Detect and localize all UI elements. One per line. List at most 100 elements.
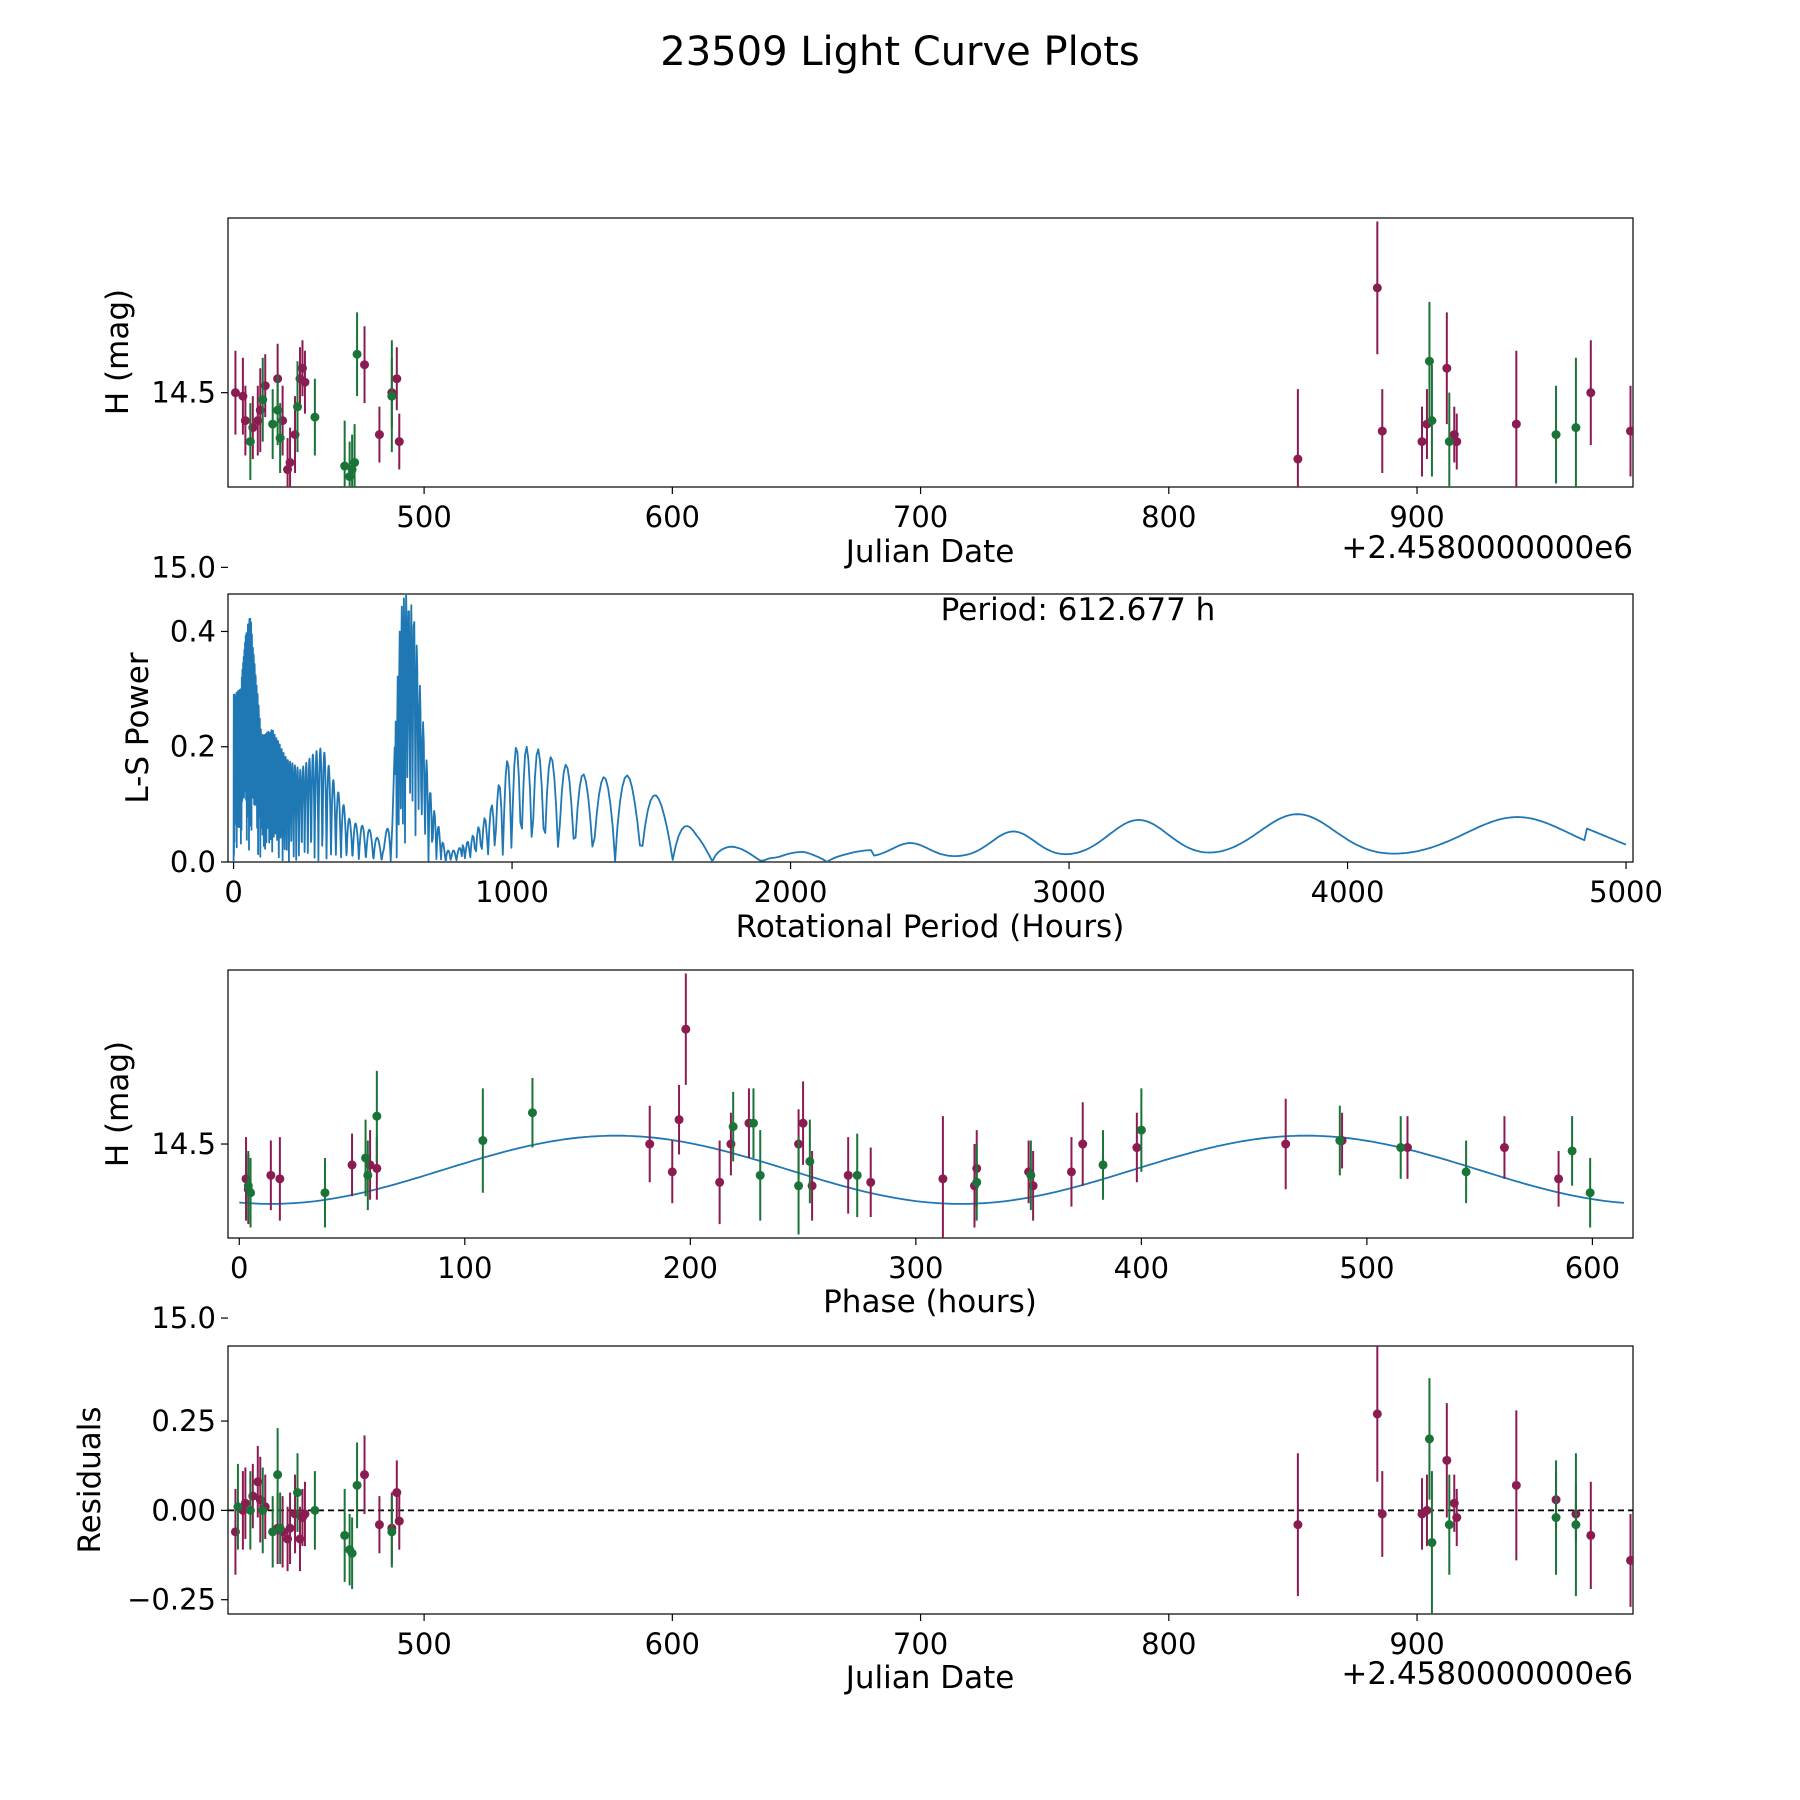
residuals-point-green [1427, 1538, 1437, 1548]
phase_plot-point-red [1066, 1167, 1076, 1177]
residuals-point-green [268, 1527, 278, 1537]
light_curve-point-green [350, 458, 360, 468]
phase_plot-point-red [674, 1115, 684, 1125]
light-curve-offset-label: +2.4580000000e6 [1341, 530, 1633, 566]
light_curve-point-red [285, 458, 295, 468]
residuals-point-green [233, 1502, 243, 1512]
light_curve-point-red [394, 437, 404, 447]
residuals-point-green [245, 1505, 255, 1515]
light_curve-point-red [230, 388, 240, 398]
phase_plot-point-green [794, 1181, 804, 1191]
residuals-xtick-label: 600 [645, 1627, 700, 1661]
residuals-point-red [1626, 1555, 1633, 1565]
residuals-ytick-label: 0.25 [151, 1404, 216, 1438]
light_curve-point-green [1424, 356, 1434, 366]
residuals-ytick-label: 0.00 [151, 1493, 216, 1527]
phase_plot-point-green [1461, 1167, 1471, 1177]
phase_plot-point-red [275, 1174, 285, 1184]
phase_plot-point-green [1098, 1160, 1108, 1170]
residuals-point-red [1422, 1505, 1432, 1515]
phase-plot-xlabel: Phase (hours) [823, 1284, 1037, 1320]
periodogram-ylabel: L-S Power [120, 652, 156, 803]
phase_plot-point-red [866, 1177, 876, 1187]
residuals-ytick-label: −0.25 [127, 1583, 216, 1617]
light_curve-xtick-label: 600 [645, 500, 700, 534]
phase_plot-point-red [1078, 1139, 1088, 1149]
periodogram-xtick-label: 1000 [475, 875, 549, 909]
phase_plot-point-green [748, 1118, 758, 1128]
residuals-point-green [1571, 1520, 1581, 1530]
residuals-point-green [273, 1470, 283, 1480]
residuals-point-red [240, 1498, 250, 1508]
periodogram-xtick-label: 5000 [1589, 875, 1663, 909]
panel-periodogram: L-S Power Rotational Period (Hours) Peri… [120, 592, 1215, 945]
phase_plot-point-red [681, 1024, 691, 1034]
phase_plot-point-red [1554, 1174, 1564, 1184]
axes-phase_plot: 0 100 200 300 400 500 600 14.5 15.0 [151, 969, 1634, 1335]
light_curve-point-red [1511, 419, 1521, 429]
residuals-frame [227, 1345, 1634, 1615]
residuals-point-red [374, 1520, 384, 1530]
light_curve-xtick-label: 900 [1389, 500, 1444, 534]
residuals-xlabel: Julian Date [844, 1660, 1015, 1696]
phase-plot-ylabel: H (mag) [100, 1041, 136, 1167]
residuals-point-green [1551, 1513, 1561, 1523]
residuals-point-green [352, 1480, 362, 1490]
residuals-point-red [300, 1509, 310, 1519]
phase_plot-point-red [1281, 1139, 1291, 1149]
phase_plot-point-green [972, 1177, 982, 1187]
light_curve-point-red [240, 416, 250, 426]
axes-residuals: 500 600 700 800 900 −0.25 0.00 0.25 [127, 1345, 1634, 1661]
light_curve-point-red [1626, 426, 1633, 436]
phase_plot-point-green [728, 1122, 738, 1132]
periodogram-power-line [232, 594, 1627, 862]
residuals-point-red [1452, 1513, 1462, 1523]
phase_plot-ytick-label: 14.5 [151, 1127, 216, 1161]
light_curve-point-green [245, 437, 255, 447]
phase_plot-point-red [843, 1170, 853, 1180]
phase_plot-xtick-label: 600 [1565, 1251, 1620, 1285]
phase_plot-point-red [938, 1174, 948, 1184]
residuals-point-red [1586, 1530, 1596, 1540]
light_curve-point-red [1442, 363, 1452, 373]
periodogram-ytick-label: 0.0 [170, 845, 216, 879]
periodogram-frame [227, 593, 1634, 863]
phase_plot-point-red [715, 1177, 725, 1187]
axes-light_curve: 500 600 700 800 900 14.5 15.0 [151, 217, 1634, 584]
periodogram-xtick-label: 2000 [754, 875, 828, 909]
figure-title: 23509 Light Curve Plots [660, 29, 1139, 75]
light_curve-point-green [293, 402, 303, 412]
periodogram-ytick-label: 0.4 [170, 614, 216, 648]
phase_plot-point-red [798, 1118, 808, 1128]
light_curve-xtick-label: 800 [1141, 500, 1196, 534]
light_curve-point-red [300, 377, 310, 387]
phase_plot-xtick-label: 200 [663, 1251, 718, 1285]
phase_plot-point-red [266, 1170, 276, 1180]
phase_plot-xtick-label: 100 [437, 1251, 492, 1285]
light_curve-point-red [1586, 388, 1596, 398]
periodogram-data [232, 594, 1627, 862]
periodogram-xtick-label: 0 [224, 875, 242, 909]
phase_plot-model-curve [239, 1134, 1625, 1205]
phase_plot-point-green [1136, 1125, 1146, 1135]
panel-phase-plot: H (mag) Phase (hours) [100, 1041, 1037, 1320]
phase_plot-frame [227, 969, 1634, 1239]
light-curve-xlabel: Julian Date [844, 534, 1015, 570]
residuals-point-green [347, 1548, 357, 1558]
panel-residuals: Residuals Julian Date +2.4580000000e6 [72, 1406, 1633, 1696]
phase_plot-point-green [527, 1108, 537, 1118]
phase_plot-point-red [372, 1163, 382, 1173]
phase_plot-point-red [1132, 1143, 1142, 1153]
residuals-point-green [293, 1488, 303, 1498]
light_curve-point-green [387, 391, 397, 401]
phase_plot-point-green [805, 1156, 815, 1166]
phase_plot-point-green [246, 1188, 256, 1198]
phase_plot-point-green [1396, 1143, 1406, 1153]
light_curve-point-green [1427, 416, 1437, 426]
light_curve-data [230, 221, 1633, 487]
residuals-point-green [340, 1530, 350, 1540]
phase_plot-ytick-label: 15.0 [151, 1301, 216, 1335]
residuals-point-green [310, 1505, 320, 1515]
light_curve-point-green [340, 461, 350, 471]
